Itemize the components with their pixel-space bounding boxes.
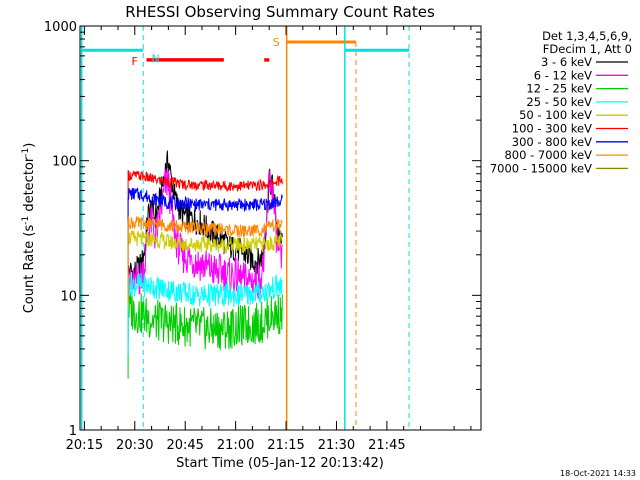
x-tick-label: 21:00: [217, 438, 254, 453]
state-flag-n: N: [152, 52, 160, 65]
y-tick-label: 1000: [44, 20, 77, 35]
x-tick-label: 21:15: [267, 438, 304, 453]
legend-label: 3 - 6 keV: [541, 55, 592, 69]
x-axis-label: Start Time (05-Jan-12 20:13:42): [176, 456, 384, 471]
y-axis-label-exp1: -1: [21, 216, 31, 225]
state-flag-s: S: [273, 36, 280, 49]
generation-timestamp: 18-Oct-2021 14:33: [560, 469, 636, 478]
y-axis-label-mid: detector: [22, 156, 37, 216]
series-6: [127, 187, 283, 264]
legend: Det 1,3,4,5,6,9, FDecim 1, Att 0 3 - 6 k…: [490, 29, 632, 175]
y-axis-label-close: ): [22, 143, 37, 148]
chart-title: RHESSI Observing Summary Count Rates: [125, 3, 435, 21]
state-flag-f: F: [132, 55, 138, 68]
series-3: [127, 273, 283, 356]
legend-label: 100 - 300 keV: [512, 122, 592, 136]
legend-label: 7000 - 15000 keV: [490, 161, 592, 175]
plot-frame: [79, 25, 482, 431]
legend-label: 25 - 50 keV: [526, 95, 592, 109]
legend-header-line-2: FDecim 1, Att 0: [543, 42, 632, 56]
x-tick-label: 20:15: [66, 438, 103, 453]
y-axis-label: Count Rate (s-1 detector-1): [21, 143, 37, 314]
y-axis-label-main: Count Rate (s: [22, 225, 37, 314]
y-tick-label: 100: [52, 155, 77, 170]
legend-label: 300 - 800 keV: [512, 135, 592, 149]
series-group: [127, 150, 283, 379]
instrument-state-overlays: N F S: [80, 26, 410, 430]
series-7: [127, 215, 283, 293]
legend-label: 6 - 12 keV: [534, 68, 592, 82]
x-tick-label: 20:30: [116, 438, 153, 453]
series-2: [127, 291, 283, 379]
axis-ticks: [80, 25, 481, 431]
y-axis-label-exp2: -1: [21, 148, 31, 157]
legend-header-line-1: Det 1,3,4,5,6,9,: [542, 29, 632, 43]
tick-labels: 20:15 20:30 20:45 21:00 21:15 21:30 21:45 1 10 10…: [44, 20, 406, 453]
legend-label: 12 - 25 keV: [526, 82, 592, 96]
y-tick-label: 1: [69, 424, 77, 439]
series-5: [127, 169, 283, 246]
legend-label: 50 - 100 keV: [519, 108, 592, 122]
y-tick-label: 10: [60, 289, 77, 304]
x-tick-label: 21:30: [318, 438, 355, 453]
legend-label: 800 - 7000 keV: [504, 148, 592, 162]
x-tick-label: 21:45: [368, 438, 405, 453]
series-4: [127, 229, 283, 308]
x-tick-label: 20:45: [166, 438, 203, 453]
